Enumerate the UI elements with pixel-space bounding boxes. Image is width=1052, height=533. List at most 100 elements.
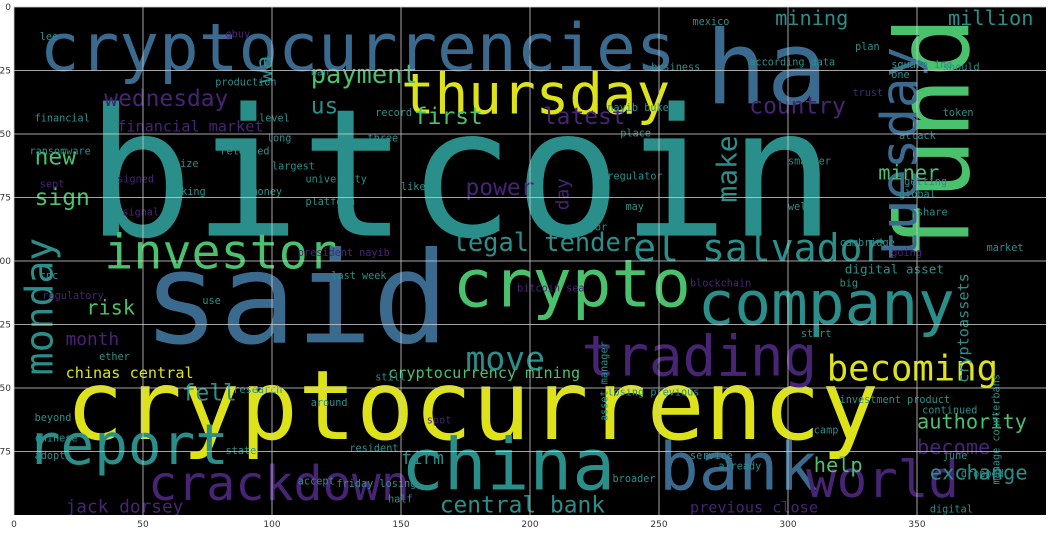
word-lee: lee — [40, 32, 58, 43]
word-long: long — [267, 134, 292, 145]
word-central-bank: central bank — [440, 492, 606, 518]
word-monday: monday — [18, 238, 62, 376]
x-tick-label: 300 — [779, 520, 796, 530]
y-tick-label: 125 — [0, 321, 11, 331]
word-financial: financial — [35, 113, 90, 124]
word-broader: broader — [613, 474, 656, 485]
word-dropped: dropped — [961, 469, 1004, 480]
word-released: released — [220, 146, 269, 157]
word-first: first — [414, 104, 483, 130]
word-bitcoin-sea: bitcoin sea — [517, 283, 584, 294]
word-crypto: crypto — [453, 246, 691, 323]
word-service: service — [690, 451, 733, 462]
word-payment: payment — [311, 59, 418, 89]
word-president-nayib: president nayib — [298, 248, 390, 259]
y-tick-label: 150 — [0, 384, 11, 394]
word-financial-market: financial market — [117, 117, 263, 135]
word-getting: getting — [904, 177, 947, 188]
word-university: university — [306, 174, 367, 185]
word-fund: fund — [875, 16, 993, 261]
word-day: day — [553, 178, 574, 210]
word-wednesday: wednesday — [104, 86, 228, 112]
word-should: should — [943, 63, 980, 74]
word-plan: plan — [855, 42, 880, 53]
word-research: research — [233, 385, 282, 396]
word-sept: sept — [40, 179, 65, 190]
word-risk: risk — [86, 295, 135, 319]
word-ha: ha — [705, 10, 827, 128]
word-china: china — [401, 424, 615, 507]
word-largest: largest — [272, 162, 315, 173]
word-gbuy: gbuy — [226, 29, 251, 40]
word-cnc: cnc — [40, 271, 58, 282]
x-axis-ticks: 0 50 100 150 200 250 300 350 — [11, 520, 926, 530]
word-bank: bank — [659, 429, 818, 506]
word-making: making — [169, 187, 206, 198]
word-bitcoin: bitcoin — [86, 71, 835, 278]
word-still: still — [375, 372, 406, 383]
word-make: make — [710, 135, 743, 202]
word-market: market — [987, 243, 1024, 254]
word-cryptocurrencies: cryptocurrencies — [40, 10, 676, 87]
word-ransomware: ransomware — [29, 146, 90, 157]
word-half: half — [388, 494, 413, 505]
word-digital: digital — [930, 504, 973, 515]
grid-lines — [13, 6, 1046, 515]
word-move: move — [466, 339, 545, 378]
word-fell: fell — [182, 381, 237, 407]
word-three: three — [367, 134, 398, 145]
word-cryptocurrency: cryptocurrency — [66, 349, 879, 462]
word-authority: authority — [917, 410, 1027, 434]
word-losing-previous: losing previous — [607, 388, 699, 399]
word-trust: trust — [853, 88, 884, 99]
word-digital-asset: digital asset — [845, 262, 944, 277]
word-tuesday: tuesday — [870, 47, 929, 261]
word-country: country — [749, 94, 845, 120]
word-resident: resident — [349, 444, 398, 455]
word-square-inc: square inc — [891, 60, 952, 71]
y-tick-label: 100 — [0, 257, 11, 267]
word-adopt: adopt — [35, 451, 66, 462]
word-big: big — [840, 278, 858, 289]
word-spot: spot — [427, 416, 452, 427]
word-firm: firm — [401, 448, 444, 469]
word-world: world — [806, 450, 959, 509]
word-june: june — [943, 451, 968, 462]
y-tick-label: 25 — [0, 67, 11, 77]
word-accept: accept — [298, 477, 335, 488]
x-tick-label: 0 — [11, 520, 17, 530]
word-token: token — [943, 108, 974, 119]
word-asset-manager: asset manager — [599, 341, 610, 421]
word-production: production — [215, 78, 276, 89]
word-month: month — [66, 329, 120, 350]
word-wa: wa — [252, 56, 278, 84]
word-already: already — [718, 461, 761, 472]
word-last-week: last week — [331, 271, 386, 282]
word-jack-dorsey: jack dorsey — [66, 496, 184, 517]
word-signal: signal — [122, 207, 159, 218]
word-company: company — [698, 269, 955, 340]
word-beyond: beyond — [35, 413, 72, 424]
word-mining: mining — [775, 6, 848, 30]
word-power: power — [466, 175, 535, 201]
x-tick-label: 100 — [263, 520, 280, 530]
word-regulator: regulator — [607, 172, 662, 183]
word-major: major — [576, 223, 607, 234]
word-continued: continued — [922, 405, 977, 416]
word-report: report — [27, 413, 229, 478]
word-million: million — [948, 6, 1033, 30]
word-trading: trading — [582, 324, 818, 389]
word-nayib-bukele: nayib bukele — [607, 103, 681, 114]
word-business: business — [651, 63, 700, 74]
word-previous-close: previous close — [690, 498, 818, 516]
word-help: help — [814, 453, 863, 477]
word-share: share — [917, 207, 948, 218]
x-tick-label: 200 — [521, 520, 538, 530]
word-blockchain: blockchain — [690, 278, 751, 289]
word-legal-tender: legal tender — [453, 227, 636, 257]
word-platform: platform — [306, 197, 355, 208]
word-ether: ether — [99, 352, 130, 363]
y-tick-label: 75 — [0, 194, 11, 204]
word-manage-counterbans: manage counterbans — [992, 374, 1003, 484]
word-sign: sign — [35, 185, 90, 211]
